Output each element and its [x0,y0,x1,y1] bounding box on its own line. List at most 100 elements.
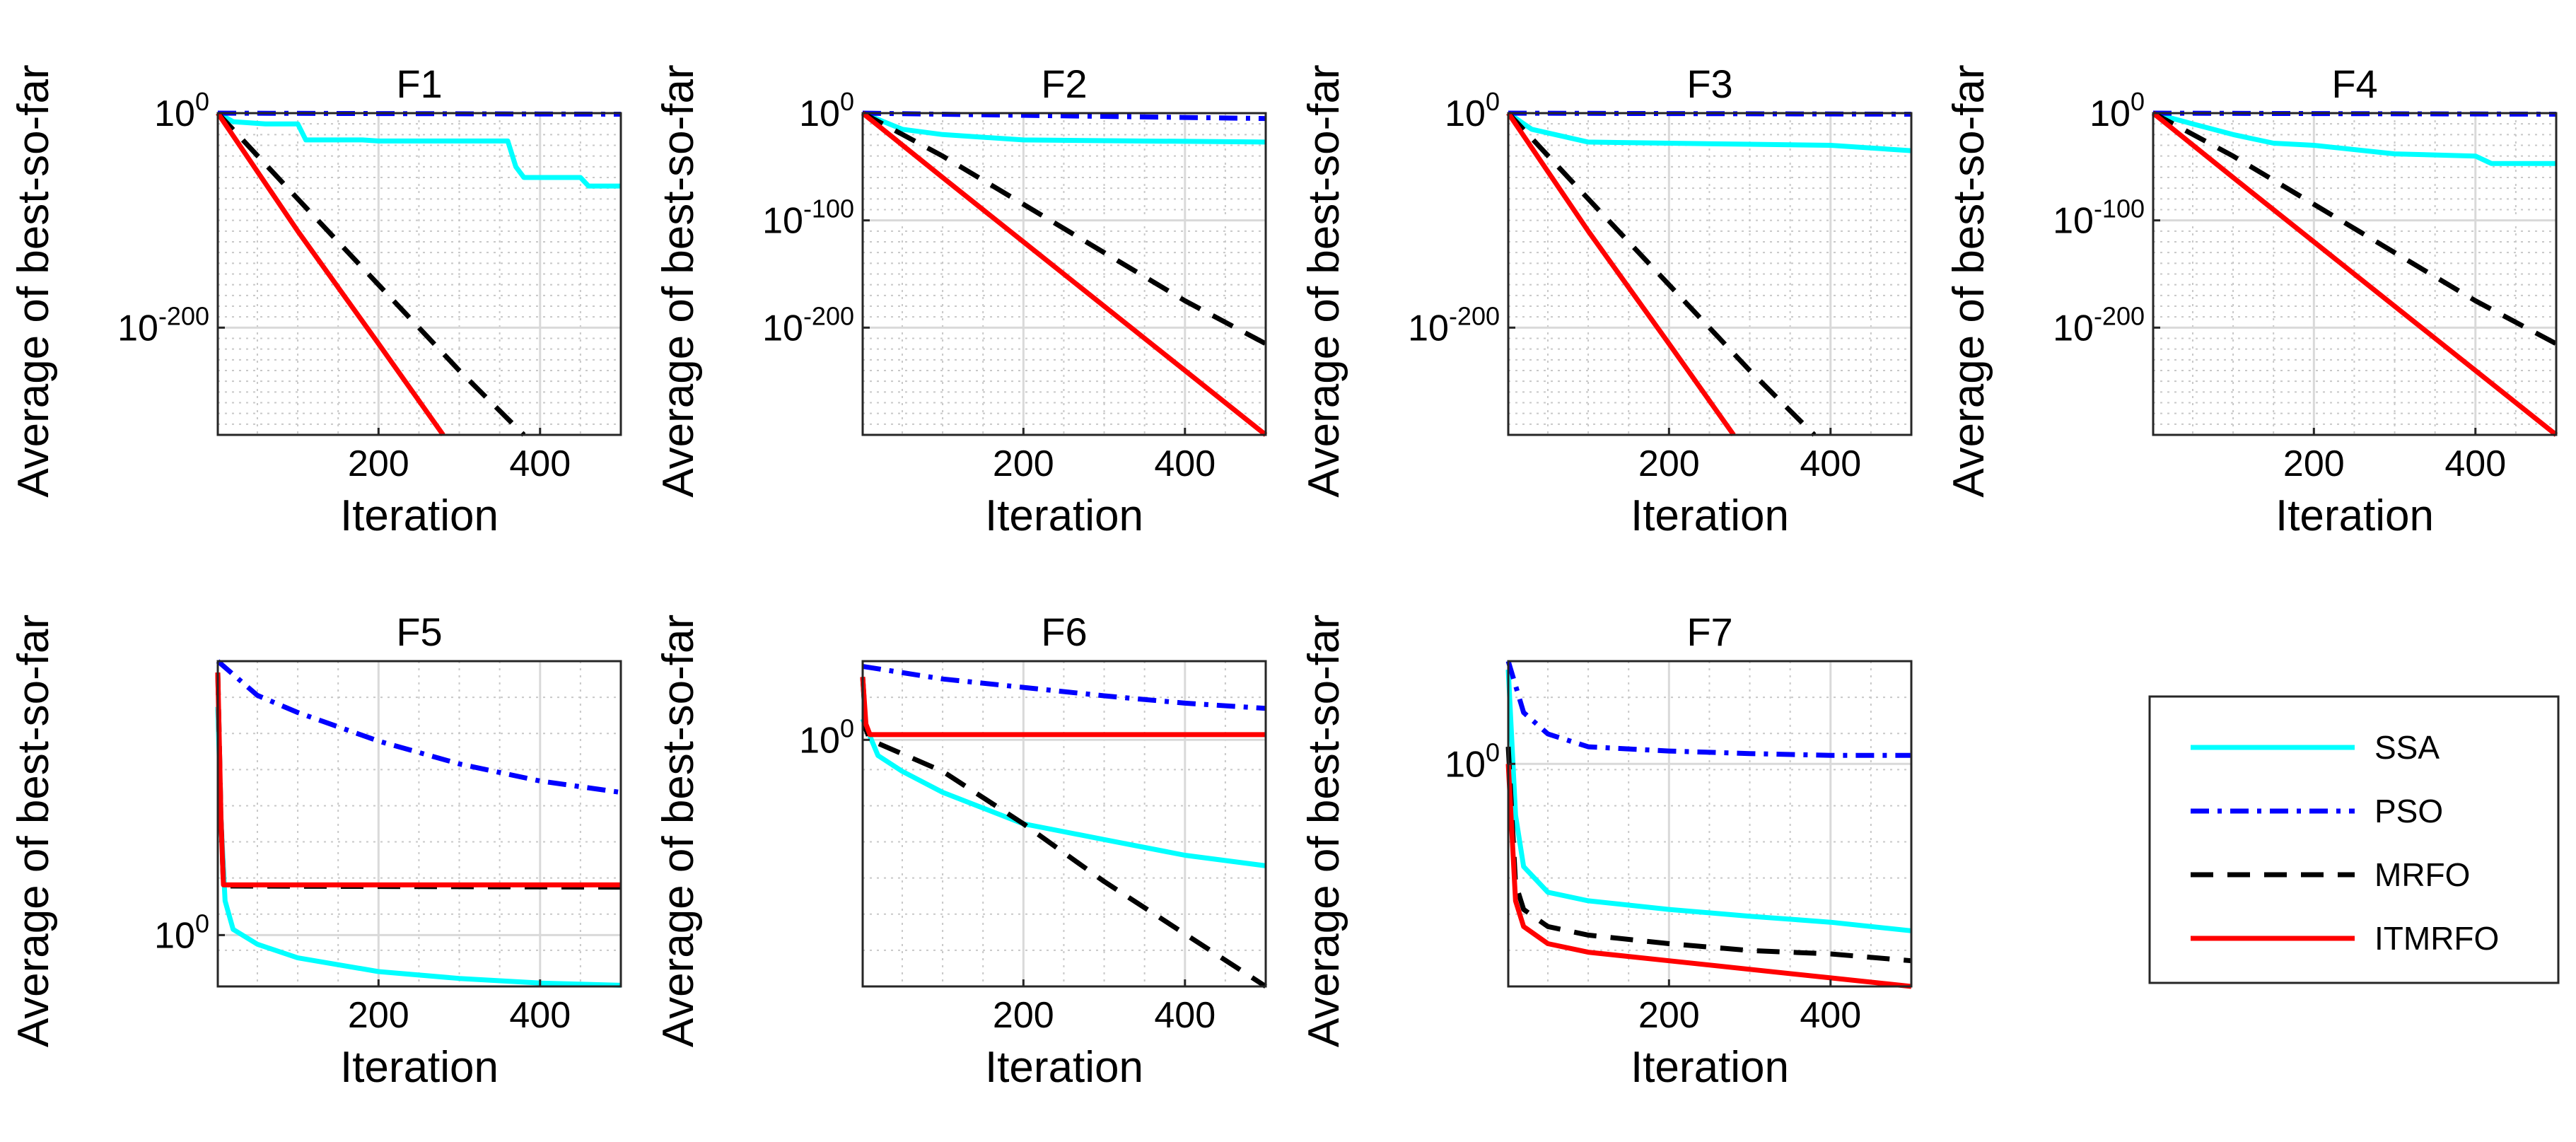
series-line-itmrfo [861,111,1268,437]
y-tick-label: 10-200 [117,301,209,349]
y-tick-label: 100 [2090,87,2145,134]
x-axis-label: Iteration [2275,491,2434,540]
y-tick-label: 10-200 [2053,301,2145,349]
series-line-mrfo [861,110,1267,346]
x-axis-label: Iteration [985,1043,1143,1092]
series-line-ssa [1507,111,1912,153]
series-line-ssa [861,110,1266,145]
y-tick-label: 100 [154,87,209,134]
axes-box [216,112,622,436]
axes-box [1507,112,1913,436]
x-axis-label: Iteration [1631,1043,1789,1092]
legend-label: PSO [2374,793,2443,829]
subplot-title: F5 [396,610,442,654]
x-axis-label: Iteration [340,491,499,540]
x-tick-label: 200 [1638,443,1700,484]
minor-grid [1508,661,1911,986]
legend-item-itmrfo: ITMRFO [2191,920,2499,957]
plot-area [218,113,621,435]
subplot-f5: 200 400 100 F5 Iteration Average of best-so-f… [9,610,622,1092]
subplot-title: F2 [1041,62,1087,106]
y-axis-label: Average of best-so-far [9,614,58,1047]
x-axis-label: Iteration [985,491,1143,540]
subplot-f1: 200 400 100 10-200 F1 Iteration Average of bes… [9,62,622,540]
y-tick-label: 10-200 [1408,301,1500,349]
y-axis-label: Average of best-so-far [9,64,58,497]
subplot-f3: 200 400 100 10-200 F3 Iteration Average of bes… [1300,62,1913,540]
subplot-f6: 200 400 100 F6 Iteration Average of best-so-f… [654,610,1267,1092]
series-line-itmrfo [860,677,1266,738]
series-line-pso [1505,660,1911,758]
series-line-ssa [2152,110,2556,166]
x-tick-label: 400 [1800,443,1861,484]
series-line-itmrfo [2151,111,2558,437]
subplot-title: F3 [1686,62,1732,106]
x-axis-label: Iteration [1631,491,1789,540]
axes-box [861,660,1267,988]
series-line-mrfo [216,111,526,437]
minor-grid [863,661,1266,986]
series-line-pso [216,659,622,796]
series-line-itmrfo [215,672,621,887]
legend-item-ssa: SSA [2191,729,2440,766]
x-tick-label: 200 [348,443,409,484]
plot-area [1508,113,1911,435]
y-tick-label: 100 [1445,87,1500,134]
y-axis-label: Average of best-so-far [1945,64,1993,497]
x-tick-label: 200 [2283,443,2345,484]
subplot-title: F1 [396,62,442,106]
subplot-title: F6 [1041,610,1087,654]
y-tick-label: 100 [154,909,209,956]
series-line-mrfo [2152,110,2558,346]
major-grid [218,661,621,986]
axes-box [861,112,1267,436]
x-tick-label: 200 [993,443,1054,484]
series-line-ssa [860,718,1266,868]
series-line-mrfo [1505,746,1912,964]
subplot-f7: 200 400 100 F7 Iteration Average of best-so-f… [1300,610,1913,1092]
subplot-f2: 200 400 100 10-100 10-200 F2 Iteration Average … [654,62,1268,540]
y-axis-label: Average of best-so-far [1300,64,1348,497]
x-tick-label: 400 [1154,443,1216,484]
legend-label: SSA [2374,729,2440,766]
minor-grid [218,661,621,986]
subplot-title: F4 [2331,62,2377,106]
series-line-ssa [216,110,621,189]
x-tick-label: 200 [348,995,409,1036]
legend-label: ITMRFO [2374,920,2499,957]
series-line-pso [862,663,1266,711]
x-tick-label: 400 [1154,995,1216,1036]
axes-box [216,660,622,988]
x-tick-label: 400 [1800,995,1861,1036]
y-axis-label: Average of best-so-far [654,614,703,1047]
y-axis-label: Average of best-so-far [1300,614,1348,1047]
subplot-f4: 200 400 100 10-100 10-200 F4 Iteration Average … [1945,62,2558,540]
y-axis-label: Average of best-so-far [654,64,703,497]
y-tick-label: 10-200 [762,301,854,349]
legend-box [2148,695,2560,984]
legend-label: MRFO [2374,856,2470,893]
x-tick-label: 400 [509,995,571,1036]
major-grid [1508,661,1911,986]
x-tick-label: 200 [1638,995,1700,1036]
y-tick-label: 100 [1445,738,1500,785]
series-line-mrfo [1506,111,1817,437]
subplot-title: F7 [1686,610,1732,654]
axes-box [1507,660,1913,988]
series-line-itmrfo [1506,112,1736,437]
legend-item-mrfo: MRFO [2191,856,2470,893]
legend-item-pso: PSO [2191,793,2443,829]
series-line-itmrfo [216,112,445,437]
y-tick-label: 10-100 [2053,194,2145,242]
legend: SSA PSO MRFO ITMRFO [2148,695,2560,984]
x-tick-label: 400 [2444,443,2506,484]
x-axis-label: Iteration [340,1043,499,1092]
y-tick-label: 100 [799,87,854,134]
axes-box [2152,112,2558,436]
y-tick-label: 10-100 [762,194,854,242]
x-tick-label: 200 [993,995,1054,1036]
series-line-ssa [1505,669,1912,933]
x-tick-label: 400 [509,443,571,484]
series-line-itmrfo [1505,764,1912,989]
